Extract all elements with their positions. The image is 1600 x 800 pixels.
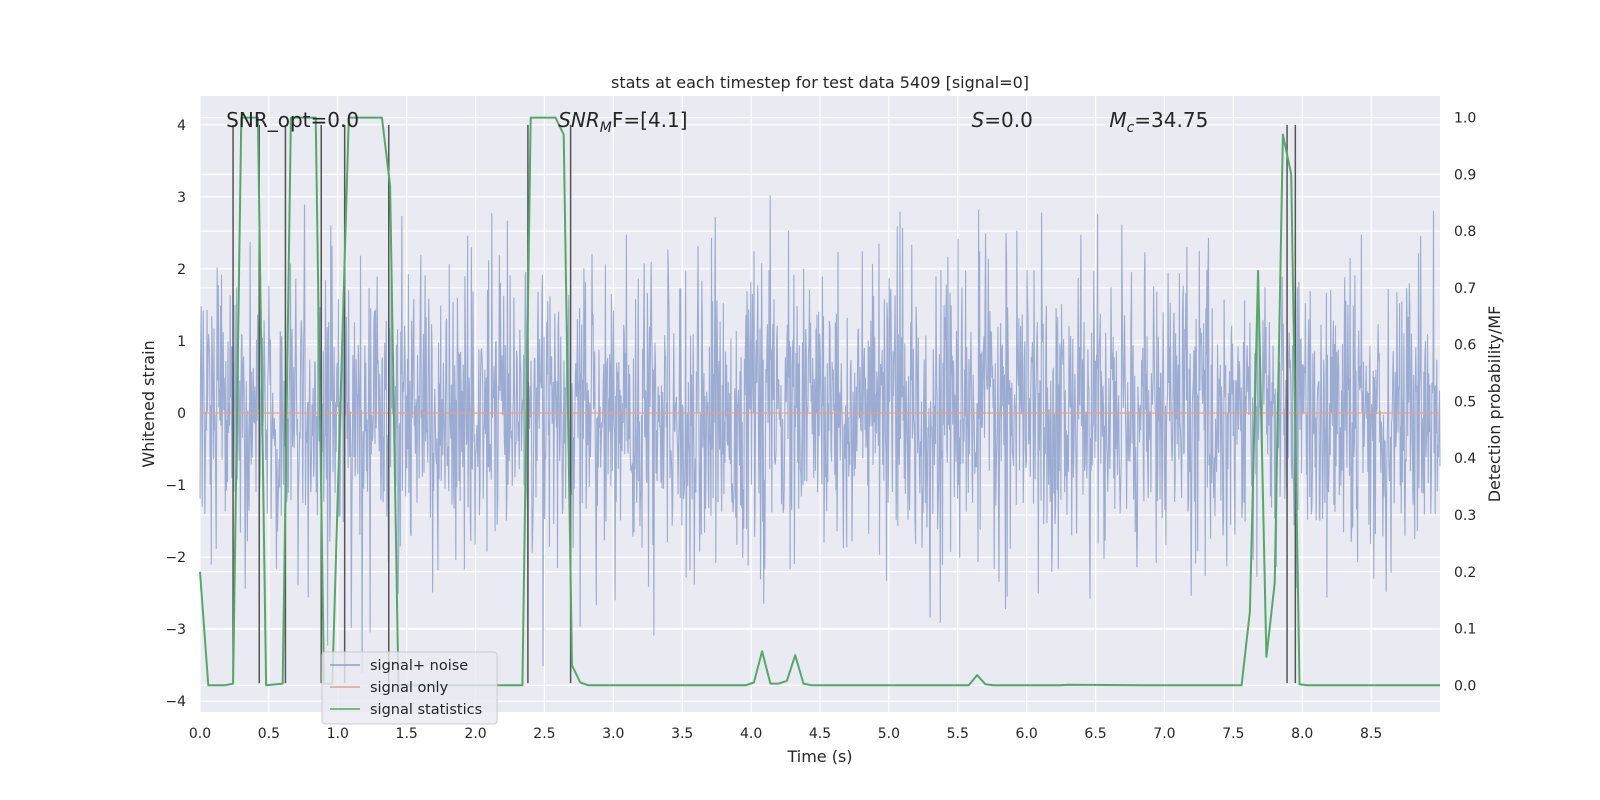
x-axis-label: Time (s) <box>786 747 852 766</box>
x-tick-label-9: 4.5 <box>809 726 831 742</box>
y-left-tick-label-0: −4 <box>165 694 186 710</box>
x-tick-label-1: 0.5 <box>258 726 280 742</box>
x-tick-label-5: 2.5 <box>533 726 555 742</box>
x-tick-label-12: 6.0 <box>1016 726 1038 742</box>
y-right-tick-label-8: 0.8 <box>1454 224 1476 240</box>
y-axis-left-ticks: −4 −3 −2 −1 0 1 2 3 4 <box>165 118 186 710</box>
y-right-tick-label-6: 0.6 <box>1454 338 1476 354</box>
legend-label-noise: signal+ noise <box>370 658 468 674</box>
signal-noise-series <box>199 195 1441 674</box>
x-tick-label-16: 8.0 <box>1291 726 1313 742</box>
x-axis-ticks: 0.0 0.5 1.0 1.5 2.0 2.5 3.0 3.5 4.0 4.5 5.0 5.5 6.0 6… <box>189 726 1382 742</box>
y-right-tick-label-9: 0.9 <box>1454 167 1476 183</box>
x-tick-label-13: 6.5 <box>1084 726 1106 742</box>
legend-label-signal: signal only <box>370 680 449 696</box>
y-right-tick-label-0: 0.0 <box>1454 678 1476 694</box>
x-tick-label-15: 7.5 <box>1222 726 1244 742</box>
y-right-tick-label-5: 0.5 <box>1454 394 1476 410</box>
y-axis-right-ticks: 0.0 0.1 0.2 0.3 0.4 0.5 0.6 0.7 0.8 0.9 1.0 <box>1454 111 1476 695</box>
y-left-tick-label-2: −2 <box>165 550 186 566</box>
y-right-tick-label-2: 0.2 <box>1454 565 1476 581</box>
y-left-tick-label-6: 2 <box>177 262 186 278</box>
y-right-tick-label-7: 0.7 <box>1454 281 1476 297</box>
x-tick-label-11: 5.5 <box>947 726 969 742</box>
x-tick-label-8: 4.0 <box>740 726 762 742</box>
annotations: SNR_opt=0.0 SNRMF=[4.1] S=0.0 Mc=34.75 <box>226 108 1208 136</box>
noise-line <box>199 195 1441 674</box>
legend: signal+ noise signal only signal statist… <box>321 651 498 725</box>
grid-lines <box>199 96 1440 712</box>
legend-box <box>321 651 498 725</box>
y-left-tick-label-4: 0 <box>177 406 186 422</box>
annotation-mc: Mc=34.75 <box>1109 108 1208 136</box>
y-right-tick-label-3: 0.3 <box>1454 508 1476 524</box>
x-tick-label-2: 1.0 <box>327 726 349 742</box>
annotation-snr-mf: SNRMF=[4.1] <box>558 108 687 136</box>
y-right-tick-label-4: 0.4 <box>1454 451 1476 467</box>
x-tick-label-6: 3.0 <box>602 726 624 742</box>
x-tick-label-0: 0.0 <box>189 726 211 742</box>
x-tick-label-17: 8.5 <box>1360 726 1382 742</box>
x-tick-label-14: 7.0 <box>1153 726 1175 742</box>
chart-title: stats at each timestep for test data 540… <box>611 73 1029 92</box>
y-right-tick-label-1: 0.1 <box>1454 622 1476 638</box>
legend-label-stats: signal statistics <box>370 702 482 718</box>
y-left-tick-label-3: −1 <box>165 478 186 494</box>
x-tick-label-4: 2.0 <box>464 726 486 742</box>
y-axis-right-label: Detection probability/MF <box>1485 306 1504 503</box>
x-tick-label-3: 1.5 <box>396 726 418 742</box>
y-left-tick-label-5: 1 <box>177 334 186 350</box>
annotation-s: S=0.0 <box>972 108 1033 132</box>
y-right-tick-label-10: 1.0 <box>1454 111 1476 127</box>
y-axis-left-label: Whitened strain <box>139 340 158 467</box>
y-left-tick-label-8: 4 <box>177 118 186 134</box>
annotation-snr-opt: SNR_opt=0.0 <box>226 108 359 132</box>
x-tick-label-7: 3.5 <box>671 726 693 742</box>
y-left-tick-label-1: −3 <box>165 622 186 638</box>
y-left-tick-label-7: 3 <box>177 190 186 206</box>
x-tick-label-10: 5.0 <box>878 726 900 742</box>
